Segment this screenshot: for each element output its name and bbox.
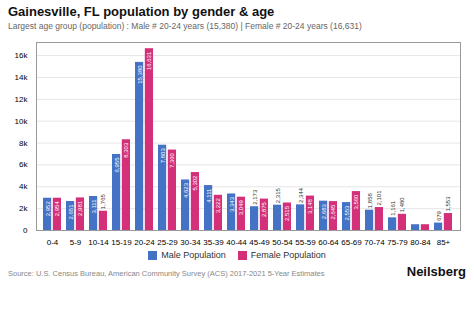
svg-text:75-79: 75-79 (387, 238, 408, 247)
svg-text:3,343: 3,343 (229, 196, 235, 212)
html-text:Largest age group (population): Largest age group (population) : Male # … (8, 21, 362, 31)
html-text:Source: U.S. Census Bureau, Am: Source: U.S. Census Bureau, American Com… (8, 269, 325, 278)
svg-text:50-54: 50-54 (272, 238, 293, 247)
svg-text:2,683: 2,683 (321, 204, 327, 220)
svg-text:3,148: 3,148 (307, 198, 313, 214)
svg-text:70-74: 70-74 (364, 238, 385, 247)
svg-text:14k: 14k (15, 73, 29, 82)
svg-text:1,765: 1,765 (100, 194, 106, 210)
svg-text:2,101: 2,101 (376, 190, 382, 206)
svg-text:679: 679 (436, 210, 442, 221)
svg-text:6k: 6k (19, 160, 28, 169)
svg-text:2,952: 2,952 (45, 201, 51, 217)
svg-text:10-14: 10-14 (88, 238, 109, 247)
svg-text:15,380: 15,380 (137, 65, 143, 84)
svg-text:2,344: 2,344 (298, 187, 304, 203)
svg-text:20-24: 20-24 (134, 238, 155, 247)
svg-text:16,631: 16,631 (146, 51, 152, 70)
svg-text:2,954: 2,954 (54, 201, 60, 217)
svg-text:10k: 10k (15, 117, 29, 126)
svg-text:12k: 12k (15, 95, 29, 104)
svg-text:15-19: 15-19 (111, 238, 132, 247)
svg-text:3,560: 3,560 (353, 194, 359, 210)
svg-text:40-44: 40-44 (226, 238, 247, 247)
svg-text:8,303: 8,303 (123, 142, 129, 158)
svg-text:60-64: 60-64 (318, 238, 339, 247)
svg-text:2,875: 2,875 (261, 201, 267, 217)
svg-text:30-34: 30-34 (180, 238, 201, 247)
svg-text:2,515: 2,515 (284, 205, 290, 221)
svg-text:0-4: 0-4 (47, 238, 59, 247)
svg-text:4k: 4k (19, 182, 28, 191)
html-text:Male Population: Male Population (161, 250, 226, 260)
svg-text:1,553: 1,553 (445, 196, 451, 212)
svg-text:3,222: 3,222 (215, 198, 221, 214)
svg-text:5,302: 5,302 (192, 175, 198, 191)
svg-text:85+: 85+ (437, 238, 451, 247)
html-text:Neilsberg: Neilsberg (406, 264, 466, 279)
svg-text:1,480: 1,480 (399, 197, 405, 213)
svg-text:35-39: 35-39 (203, 238, 224, 247)
svg-text:2,315: 2,315 (275, 188, 281, 204)
svg-text:16k: 16k (15, 51, 29, 60)
svg-text:80-84: 80-84 (410, 238, 431, 247)
svg-text:7,360: 7,360 (169, 152, 175, 168)
svg-text:3,049: 3,049 (238, 200, 244, 216)
svg-text:7,803: 7,803 (160, 148, 166, 164)
svg-text:5-9: 5-9 (70, 238, 82, 247)
svg-text:25-29: 25-29 (157, 238, 178, 247)
svg-text:2,645: 2,645 (330, 204, 336, 220)
svg-text:55-59: 55-59 (295, 238, 316, 247)
svg-text:8k: 8k (19, 139, 28, 148)
svg-text:4,623: 4,623 (183, 182, 189, 198)
svg-text:2k: 2k (19, 204, 28, 213)
svg-text:2,651: 2,651 (68, 204, 74, 220)
svg-text:2,553: 2,553 (344, 205, 350, 221)
svg-text:1,858: 1,858 (367, 193, 373, 209)
html-text:Gainesville, FL population by: Gainesville, FL population by gender & a… (8, 4, 275, 19)
svg-text:4,111: 4,111 (206, 188, 212, 203)
svg-text:6,955: 6,955 (114, 157, 120, 173)
svg-text:2,981: 2,981 (77, 200, 83, 216)
svg-text:3,111: 3,111 (91, 199, 97, 214)
svg-text:45-49: 45-49 (249, 238, 270, 247)
svg-text:1,161: 1,161 (390, 200, 396, 216)
html-text:Female Population: Female Population (250, 250, 326, 260)
svg-text:65-69: 65-69 (341, 238, 362, 247)
svg-text:0: 0 (23, 226, 28, 235)
svg-text:2,173: 2,173 (252, 189, 258, 205)
